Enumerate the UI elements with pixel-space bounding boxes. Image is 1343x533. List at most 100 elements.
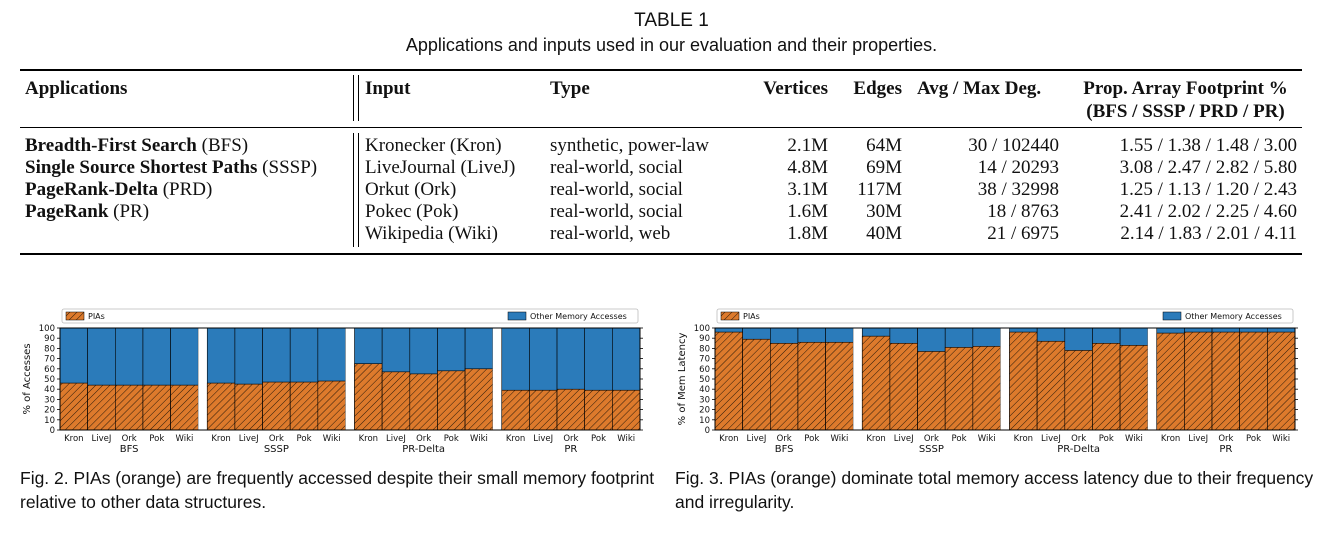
bar-pias [1092, 342, 1121, 431]
y-tick-label: 60 [699, 365, 710, 375]
bar-pias [944, 347, 974, 431]
bar-pias [317, 380, 346, 431]
cell-footprint: 2.41 / 2.02 / 2.25 / 4.60 [1119, 201, 1297, 222]
group-gap [853, 328, 863, 430]
x-tick-label: Kron [719, 434, 738, 444]
x-tick-label: Ork [416, 434, 431, 444]
bar-pias [1119, 345, 1149, 431]
x-tick-label: Wiki [470, 434, 488, 444]
x-tick-label: LiveJ [386, 434, 406, 444]
bar-pias [1064, 350, 1093, 431]
y-tick-label: 80 [44, 344, 55, 354]
x-tick-label: Kron [506, 434, 525, 444]
cell-edges: 69M [866, 157, 902, 178]
bar-pias [529, 389, 558, 431]
group-gap [1000, 328, 1010, 430]
cell-degree: 38 / 32998 [977, 179, 1059, 200]
bar-pias [115, 384, 144, 431]
x-tick-label: LiveJ [1041, 434, 1061, 444]
x-tick-label: Kron [359, 434, 378, 444]
y-axis-label: % of Mem Latency [677, 333, 688, 426]
y-tick-label: 70 [44, 355, 55, 365]
app-prd: PageRank-Delta (PRD) [25, 179, 213, 200]
legend-swatch-pias [65, 311, 85, 321]
bar-pias [87, 384, 116, 431]
bar-pias [770, 342, 799, 431]
bar-pias [556, 388, 585, 431]
column-separator [353, 75, 359, 121]
x-tick-label: Wiki [323, 434, 341, 444]
x-tick-label: Kron [866, 434, 885, 444]
cell-edges: 30M [866, 201, 902, 222]
x-tick-label: Wiki [978, 434, 996, 444]
bar-pias [1156, 332, 1185, 431]
cell-degree: 18 / 8763 [987, 201, 1059, 222]
group-label: PR-Delta [1057, 444, 1100, 455]
legend-label-pias: PIAs [743, 312, 760, 321]
properties-table: Applications Input Type Vertices Edges A… [20, 69, 1302, 255]
bar-pias [289, 381, 319, 431]
cell-footprint: 2.14 / 1.83 / 2.01 / 4.11 [1120, 223, 1297, 244]
app-pr: PageRank (PR) [25, 201, 150, 222]
cell-type: real-world, social [550, 179, 683, 200]
group-label: PR [564, 444, 577, 455]
bar-pias [972, 346, 1001, 431]
bar-pias [584, 389, 613, 431]
x-tick-label: Kron [64, 434, 83, 444]
accesses-stacked-bar-chart: PIAs Other Memory Accesses 010203040506070… [22, 308, 643, 455]
y-tick-label: 40 [699, 385, 710, 395]
x-tick-label: LiveJ [894, 434, 914, 444]
legend-swatch-pias [720, 311, 740, 321]
cell-vertices: 2.1M [787, 135, 828, 156]
cell-edges: 64M [866, 135, 902, 156]
cell-footprint: 1.55 / 1.38 / 1.48 / 3.00 [1119, 135, 1297, 156]
y-tick-label: 20 [44, 406, 55, 416]
cell-type: real-world, web [550, 223, 671, 244]
y-tick-label: 80 [699, 344, 710, 354]
x-tick-label: Ork [777, 434, 792, 444]
bar-pias [501, 389, 530, 431]
y-tick-label: 10 [44, 416, 55, 426]
y-tick-label: 100 [39, 324, 55, 334]
x-tick-label: LiveJ [239, 434, 259, 444]
table-top-rule [20, 69, 1302, 71]
x-tick-label: Pok [149, 434, 164, 444]
bar-pias [409, 373, 438, 431]
x-tick-label: LiveJ [533, 434, 553, 444]
header-applications: Applications [25, 78, 128, 99]
x-tick-label: Pok [1246, 434, 1261, 444]
header-footprint: Prop. Array Footprint % [1083, 78, 1288, 99]
bar-pias [1211, 331, 1240, 431]
y-tick-label: 90 [44, 334, 55, 344]
x-tick-label: Wiki [1272, 434, 1290, 444]
header-edges: Edges [853, 78, 902, 99]
bar-pias [612, 389, 641, 431]
bar-pias [381, 371, 411, 431]
app-sssp: Single Source Shortest Paths (SSSP) [25, 157, 318, 178]
header-vertices: Vertices [763, 78, 828, 99]
group-label: SSSP [264, 444, 289, 455]
x-tick-label: Ork [122, 434, 137, 444]
cell-degree: 30 / 102440 [968, 135, 1059, 156]
y-tick-label: 30 [699, 395, 710, 405]
bar-pias [59, 382, 88, 431]
x-tick-label: Kron [1161, 434, 1180, 444]
x-tick-label: Wiki [617, 434, 635, 444]
figure-2-chart: PIAs Other Memory Accesses 0 10 20 30 40 50 60 70… [18, 300, 648, 460]
bar-pias [1184, 331, 1213, 431]
bar-pias [825, 341, 854, 431]
group-label: PR [1219, 444, 1232, 455]
cell-vertices: 4.8M [787, 157, 828, 178]
table-title: TABLE 1 [634, 10, 709, 31]
group-label: BFS [120, 444, 139, 455]
cell-degree: 21 / 6975 [987, 223, 1059, 244]
y-tick-label: 40 [44, 385, 55, 395]
cell-input: LiveJournal (LiveJ) [365, 157, 516, 178]
figure-3-caption: Fig. 3. PIAs (orange) dominate total mem… [675, 468, 1314, 512]
bar-pias [170, 384, 199, 431]
cell-input: Orkut (Ork) [365, 179, 457, 200]
cell-edges: 117M [857, 179, 902, 200]
header-footprint-sub: (BFS / SSSP / PRD / PR) [1086, 101, 1285, 122]
app-bfs: Breadth-First Search (BFS) [25, 135, 249, 156]
x-tick-label: Pok [952, 434, 967, 444]
